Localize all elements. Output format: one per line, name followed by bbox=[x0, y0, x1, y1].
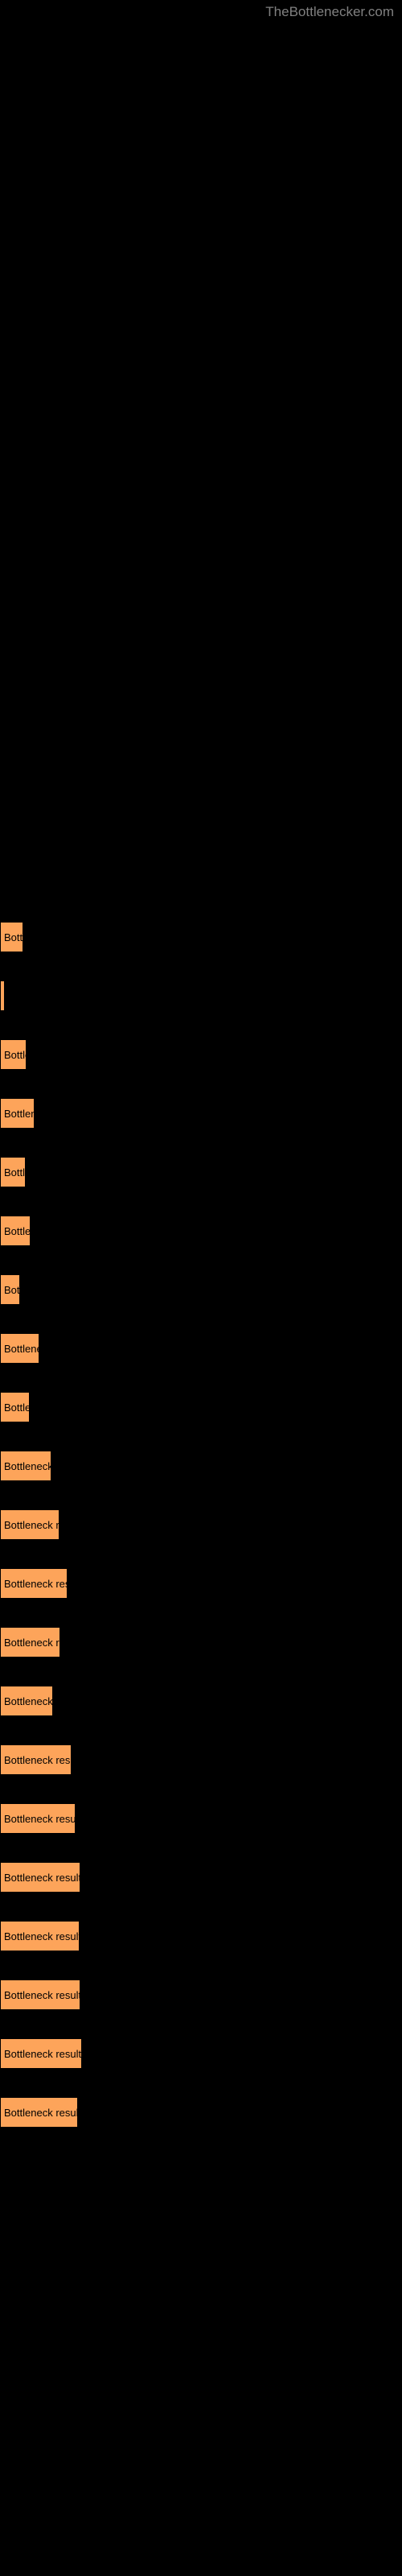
bar: Bottlen bbox=[0, 1392, 30, 1422]
bar-label: Bottleneck re bbox=[4, 1460, 51, 1472]
bar: Bottle bbox=[0, 1157, 26, 1187]
bar-label: Bottleneck resu bbox=[4, 1637, 60, 1649]
bar-label: Bottleneck re bbox=[4, 1695, 53, 1707]
bar-label: Bottleneck result bbox=[4, 2048, 81, 2060]
bar: Bottleneck re bbox=[0, 1686, 53, 1716]
bar-label: Bottleneck result bbox=[4, 1930, 80, 1942]
bar-label: Bottlen bbox=[4, 1225, 31, 1237]
bar: Bottleneck result bbox=[0, 1744, 72, 1775]
bar: Bottleneck result bbox=[0, 2038, 82, 2069]
bar-label: Bottlene bbox=[4, 1108, 35, 1120]
bar: Bottleneck result bbox=[0, 1803, 76, 1834]
bar: Bottlen bbox=[0, 1216, 31, 1246]
watermark-text: TheBottlenecker.com bbox=[265, 4, 394, 20]
bar bbox=[0, 980, 5, 1011]
bar-label: Bottleneck resu bbox=[4, 1519, 59, 1531]
bar-label: Bottleneck result bbox=[4, 1872, 80, 1884]
bar: Bottleneck result bbox=[0, 1979, 80, 2010]
bar: Bottleneck result bbox=[0, 1568, 68, 1599]
bar-label: Bott bbox=[4, 931, 23, 943]
bar-label: Bottleneck result bbox=[4, 1754, 72, 1766]
bar: Bottleneck result bbox=[0, 1862, 80, 1893]
bar: Bottleneck resu bbox=[0, 1627, 60, 1657]
bar: Bottleneck resu bbox=[0, 1509, 59, 1540]
bar: Bottle bbox=[0, 1039, 27, 1070]
bar-label: Bot bbox=[4, 1284, 20, 1296]
bar-label: Bottleneck result bbox=[4, 1578, 68, 1590]
bar-label: Bottleneck result bbox=[4, 1813, 76, 1825]
bar-label: Bottle bbox=[4, 1166, 26, 1179]
bar: Bottleneck result bbox=[0, 1921, 80, 1951]
bar-label: Bottleneck result bbox=[4, 2107, 78, 2119]
bar: Bot bbox=[0, 1274, 20, 1305]
bar: Bottleneck re bbox=[0, 1451, 51, 1481]
bar-label: Bottleneck result bbox=[4, 1989, 80, 2001]
bar: Bott bbox=[0, 922, 23, 952]
bar: Bottlene bbox=[0, 1098, 35, 1129]
bar-label: Bottle bbox=[4, 1049, 27, 1061]
bar-label: Bottlenec bbox=[4, 1343, 39, 1355]
bar-label: Bottlen bbox=[4, 1402, 30, 1414]
bar: Bottlenec bbox=[0, 1333, 39, 1364]
bar: Bottleneck result bbox=[0, 2097, 78, 2128]
